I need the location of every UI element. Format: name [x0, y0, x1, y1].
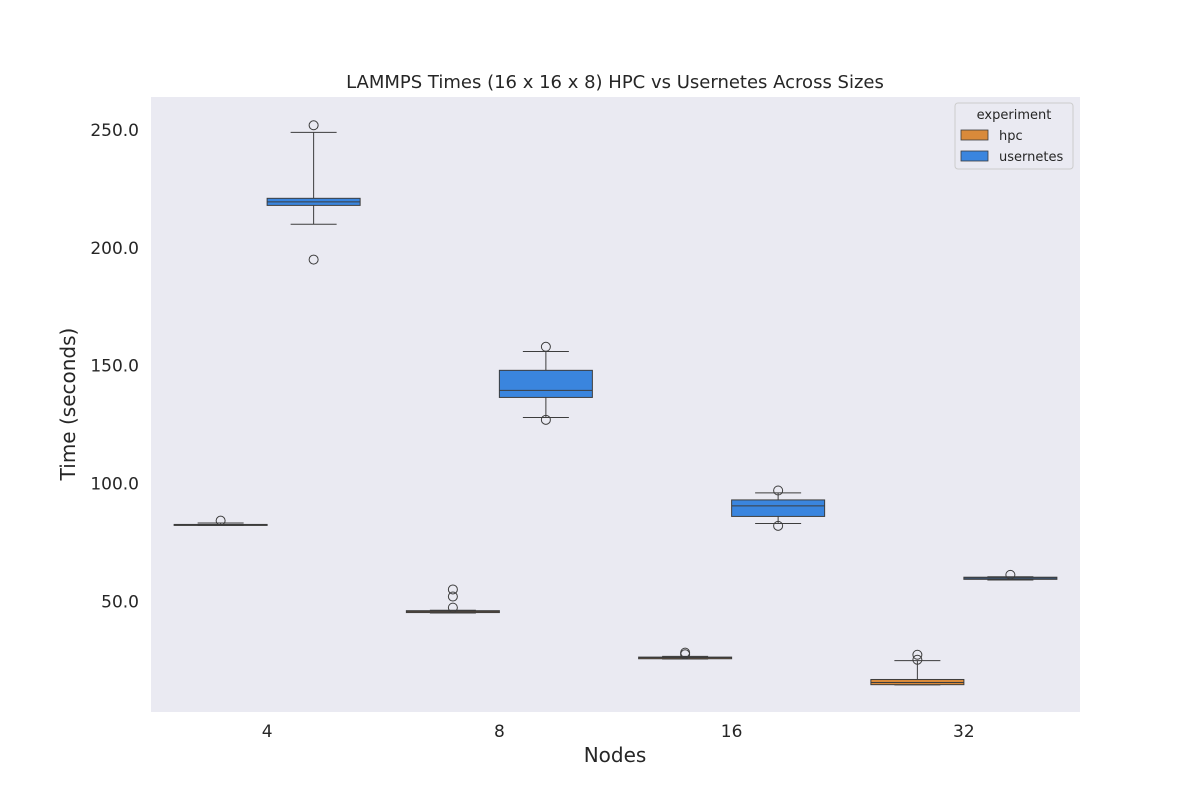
y-tick-label: 250.0 [90, 121, 139, 141]
y-tick-label: 200.0 [90, 239, 139, 259]
y-tick-label: 100.0 [90, 474, 139, 494]
box-iqr [498, 369, 593, 398]
outlier-point [1005, 569, 1016, 580]
usernetes-box-16 [731, 485, 826, 531]
x-axis-label: Nodes [584, 743, 647, 767]
outlier-point [447, 591, 458, 602]
outlier-point [773, 485, 784, 496]
y-tick-label: 50.0 [101, 592, 139, 612]
legend-label-hpc: hpc [999, 129, 1023, 144]
outlier-point [447, 602, 458, 613]
y-tick-label: 150.0 [90, 357, 139, 377]
legend: experiment hpc usernetes [954, 102, 1074, 170]
usernetes-box-32 [963, 569, 1058, 581]
x-tick-label: 4 [262, 722, 273, 742]
usernetes-box-4 [266, 120, 361, 265]
legend-label-usernetes: usernetes [999, 150, 1063, 165]
hpc-box-8 [405, 584, 500, 614]
outlier-point [912, 654, 923, 665]
chart-title: LAMMPS Times (16 x 16 x 8) HPC vs Userne… [346, 72, 884, 93]
box-iqr [731, 499, 826, 517]
outlier-point [773, 520, 784, 531]
usernetes-box-8 [498, 341, 593, 425]
x-axis: 4 8 16 32 [262, 722, 975, 742]
outlier-point [308, 120, 319, 131]
plot-area [151, 97, 1080, 712]
outlier-point [540, 414, 551, 425]
y-axis-label: Time (seconds) [56, 328, 80, 482]
outlier-point [215, 515, 226, 526]
legend-swatch-usernetes [960, 150, 989, 162]
hpc-box-4 [173, 515, 268, 526]
legend-title: experiment [977, 108, 1052, 123]
outlier-point [912, 649, 923, 660]
hpc-box-16 [638, 647, 733, 660]
legend-swatch-hpc [960, 129, 989, 141]
outlier-point [447, 584, 458, 595]
hpc-box-32 [870, 649, 965, 686]
outlier-point [540, 341, 551, 352]
outlier-point [680, 647, 691, 658]
x-tick-label: 8 [494, 722, 505, 742]
x-tick-label: 32 [953, 722, 975, 742]
y-axis: 50.0 100.0 150.0 200.0 250.0 [90, 121, 139, 612]
x-tick-label: 16 [721, 722, 743, 742]
outlier-point [308, 254, 319, 265]
box-series [173, 120, 1058, 686]
